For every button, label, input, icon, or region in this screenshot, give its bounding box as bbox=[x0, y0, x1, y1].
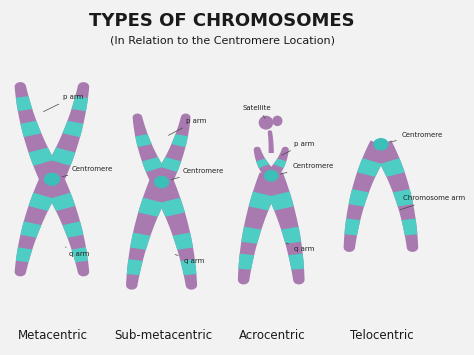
Polygon shape bbox=[357, 158, 382, 177]
Ellipse shape bbox=[264, 170, 278, 181]
Polygon shape bbox=[160, 157, 181, 172]
Polygon shape bbox=[127, 259, 143, 275]
Polygon shape bbox=[181, 259, 196, 275]
Polygon shape bbox=[288, 253, 304, 270]
Text: q arm: q arm bbox=[175, 255, 204, 264]
Polygon shape bbox=[254, 147, 277, 179]
Polygon shape bbox=[20, 121, 41, 137]
Text: p arm: p arm bbox=[168, 118, 206, 135]
Ellipse shape bbox=[273, 116, 282, 125]
Polygon shape bbox=[150, 179, 197, 290]
Text: TYPES OF CHROMOSOMES: TYPES OF CHROMOSOMES bbox=[89, 11, 355, 29]
Polygon shape bbox=[260, 173, 305, 284]
Polygon shape bbox=[238, 253, 254, 270]
Polygon shape bbox=[172, 134, 188, 147]
Polygon shape bbox=[41, 82, 89, 183]
Polygon shape bbox=[273, 159, 286, 168]
Polygon shape bbox=[15, 175, 63, 277]
Polygon shape bbox=[133, 114, 171, 186]
Polygon shape bbox=[344, 141, 391, 252]
Polygon shape bbox=[256, 159, 269, 168]
Polygon shape bbox=[393, 189, 413, 207]
Polygon shape bbox=[281, 227, 301, 244]
Text: Centromere: Centromere bbox=[171, 168, 224, 180]
Polygon shape bbox=[20, 221, 41, 238]
Text: Acrocentric: Acrocentric bbox=[239, 329, 306, 342]
Polygon shape bbox=[138, 198, 164, 217]
Polygon shape bbox=[380, 158, 405, 177]
Polygon shape bbox=[241, 227, 261, 244]
Polygon shape bbox=[268, 191, 294, 211]
Text: Centromere: Centromere bbox=[391, 131, 443, 142]
Polygon shape bbox=[63, 121, 83, 137]
Polygon shape bbox=[345, 218, 360, 235]
Text: Metacentric: Metacentric bbox=[18, 329, 88, 342]
Polygon shape bbox=[50, 147, 75, 166]
Polygon shape bbox=[15, 82, 63, 183]
Polygon shape bbox=[16, 96, 32, 111]
Polygon shape bbox=[371, 141, 418, 252]
Text: Centromere: Centromere bbox=[62, 166, 113, 177]
Text: q arm: q arm bbox=[65, 247, 90, 257]
Ellipse shape bbox=[155, 176, 169, 188]
Polygon shape bbox=[349, 189, 369, 207]
Text: Sub-metacentric: Sub-metacentric bbox=[114, 329, 212, 342]
Polygon shape bbox=[142, 157, 164, 172]
Polygon shape bbox=[16, 247, 32, 262]
Polygon shape bbox=[126, 179, 173, 290]
Text: q arm: q arm bbox=[286, 243, 314, 252]
Text: (In Relation to the Centromere Location): (In Relation to the Centromere Location) bbox=[109, 36, 335, 46]
Text: Telocentric: Telocentric bbox=[350, 329, 414, 342]
Polygon shape bbox=[249, 191, 274, 211]
Text: Chromosome arm: Chromosome arm bbox=[400, 196, 465, 210]
Polygon shape bbox=[28, 193, 54, 211]
Polygon shape bbox=[238, 173, 283, 284]
Polygon shape bbox=[265, 147, 289, 179]
Ellipse shape bbox=[374, 139, 388, 150]
Polygon shape bbox=[401, 218, 417, 235]
Polygon shape bbox=[159, 198, 185, 217]
Text: p arm: p arm bbox=[44, 94, 83, 111]
Text: Centromere: Centromere bbox=[281, 163, 334, 174]
Polygon shape bbox=[28, 147, 54, 166]
Polygon shape bbox=[63, 221, 83, 238]
Ellipse shape bbox=[45, 173, 59, 185]
Polygon shape bbox=[72, 96, 88, 111]
Polygon shape bbox=[50, 193, 75, 211]
Polygon shape bbox=[268, 130, 274, 153]
Polygon shape bbox=[173, 233, 193, 250]
Polygon shape bbox=[130, 233, 150, 250]
Text: p arm: p arm bbox=[282, 141, 314, 155]
Polygon shape bbox=[41, 175, 89, 277]
Polygon shape bbox=[135, 134, 152, 147]
Ellipse shape bbox=[259, 116, 273, 129]
Polygon shape bbox=[72, 247, 88, 262]
Polygon shape bbox=[152, 114, 191, 186]
Text: Satellite: Satellite bbox=[243, 105, 271, 118]
